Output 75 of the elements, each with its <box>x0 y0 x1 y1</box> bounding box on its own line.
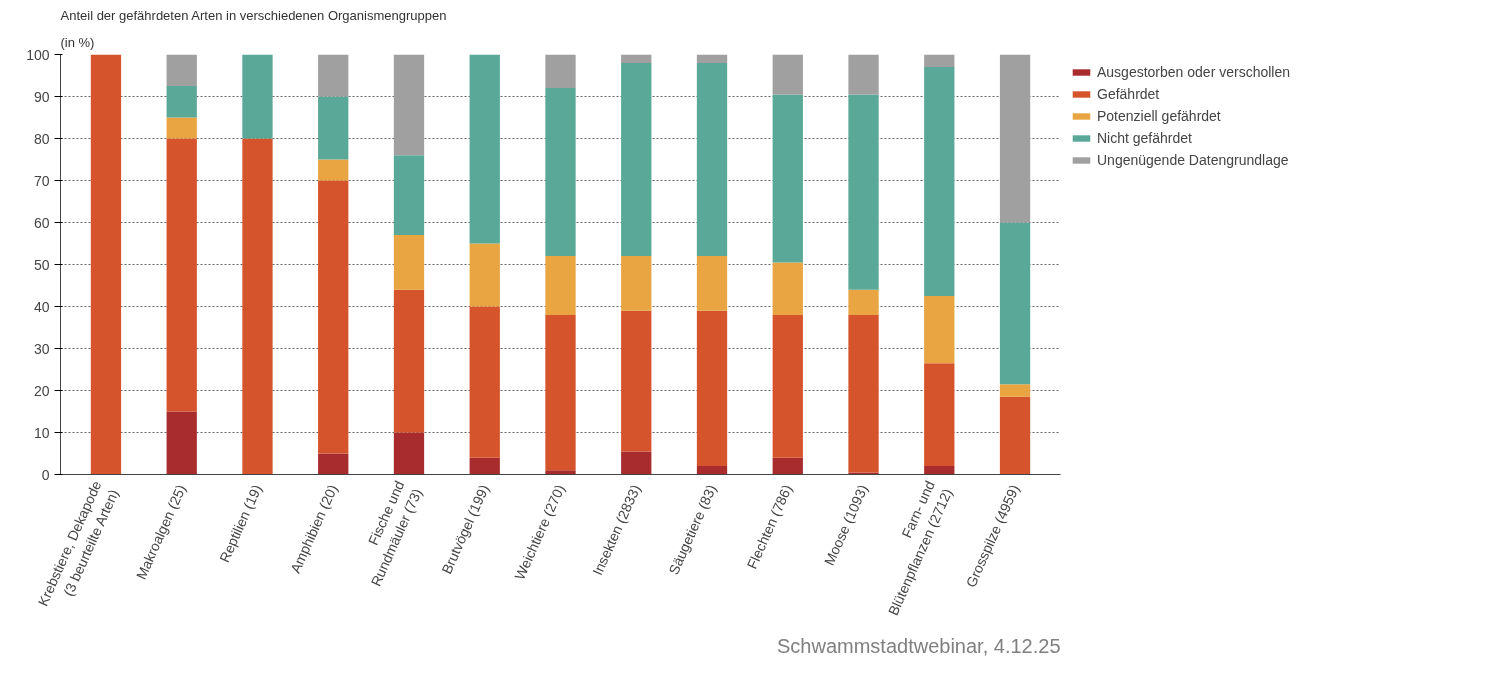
y-tick-label: 80 <box>33 130 50 147</box>
y-tick-label: 20 <box>33 382 50 399</box>
bar <box>166 411 197 475</box>
legend-label: Gefährdet <box>1097 86 1160 102</box>
bar <box>90 54 122 475</box>
y-tick-label: 40 <box>33 298 50 315</box>
bar <box>242 138 273 475</box>
bar <box>696 54 728 63</box>
bar <box>545 470 576 475</box>
y-tick-label: 100 <box>26 46 50 63</box>
bar <box>469 243 500 307</box>
y-tick-label: 90 <box>33 88 50 105</box>
bar <box>848 289 879 315</box>
bar <box>772 54 803 95</box>
bar <box>545 314 576 471</box>
y-tick-label: 70 <box>33 172 50 189</box>
bar <box>621 451 652 475</box>
bar <box>621 62 652 257</box>
bar <box>621 310 652 452</box>
bar <box>696 310 728 467</box>
bar <box>999 222 1031 385</box>
bar <box>621 54 652 63</box>
bar <box>999 396 1031 475</box>
bar <box>166 117 197 139</box>
bar <box>469 54 500 244</box>
bar <box>772 314 803 458</box>
bar <box>393 235 425 290</box>
bar <box>318 180 349 454</box>
bar <box>393 54 425 156</box>
y-tick-label: 10 <box>33 424 50 441</box>
bar <box>924 466 955 475</box>
bar <box>545 88 576 257</box>
bar <box>469 457 500 475</box>
bar <box>696 256 728 311</box>
bar <box>924 54 955 68</box>
legend-label: Ungenügende Datengrundlage <box>1097 152 1289 168</box>
y-tick-label: 30 <box>33 340 50 357</box>
bar <box>318 453 349 475</box>
bar <box>393 289 425 433</box>
legend-label: Potenziell gefährdet <box>1097 108 1221 124</box>
text: Schwammstadtwebinar, 4.12.25 <box>777 634 1061 657</box>
bar <box>848 54 879 95</box>
legend-label: Ausgestorben oder verschollen <box>1097 64 1291 80</box>
y-tick-label: 60 <box>33 214 50 231</box>
bar <box>848 472 879 475</box>
bar <box>848 314 879 473</box>
bar <box>772 457 803 475</box>
bar <box>696 466 728 475</box>
bar <box>318 54 349 97</box>
bar <box>924 296 955 364</box>
bar <box>772 262 803 315</box>
bar <box>393 432 425 475</box>
bar <box>924 67 955 296</box>
bar <box>166 86 197 118</box>
bar <box>242 54 273 139</box>
bar <box>848 94 879 290</box>
bar <box>545 54 576 89</box>
bar <box>469 306 500 458</box>
bar <box>772 94 803 263</box>
bar <box>545 256 576 315</box>
bar <box>696 62 728 257</box>
bar <box>166 54 197 86</box>
chart-title: Anteil der gefährdeten Arten in verschiedenen Organismengruppen <box>60 7 447 23</box>
chart-subtitle: (in %) <box>60 34 95 50</box>
bar <box>621 256 652 311</box>
bar <box>393 155 425 236</box>
bar <box>924 363 955 467</box>
bar <box>318 96 349 160</box>
bar <box>318 159 349 181</box>
legend-label: Nicht gefährdet <box>1097 130 1192 146</box>
y-tick-label: 50 <box>33 256 50 273</box>
bar <box>166 138 197 412</box>
y-tick-label: 0 <box>41 466 50 483</box>
bar <box>999 384 1031 397</box>
bar <box>999 54 1031 223</box>
